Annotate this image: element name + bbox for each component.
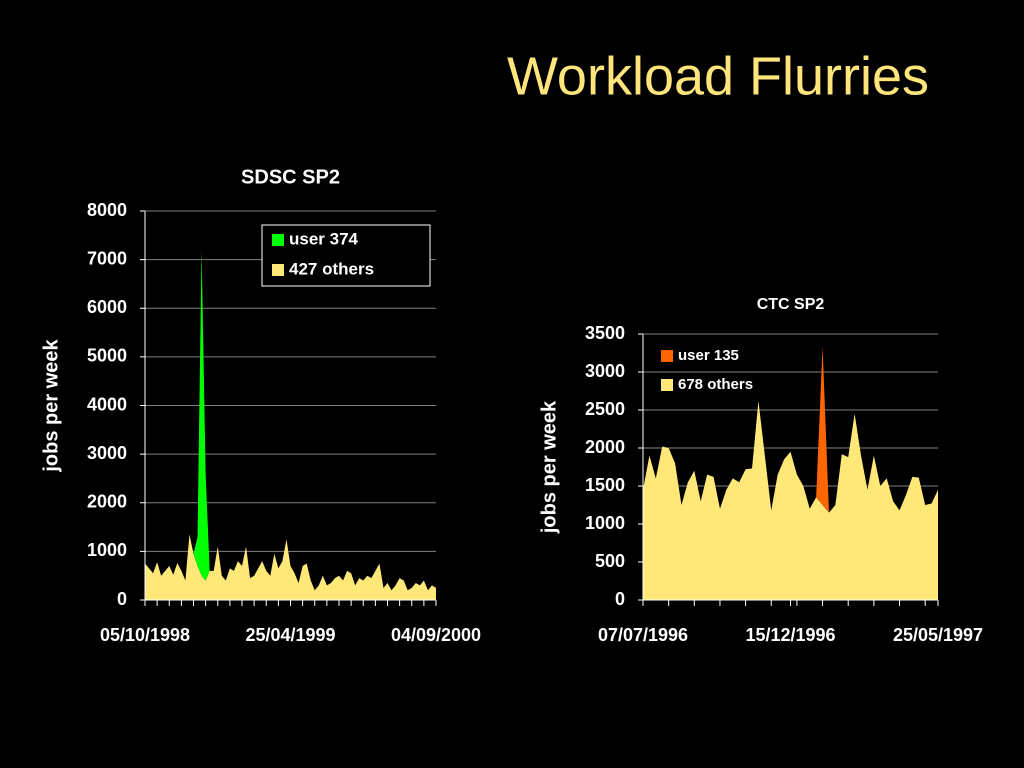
legend-swatch: [661, 379, 673, 391]
y-tick-label: 500: [595, 551, 625, 571]
area: [145, 534, 436, 600]
y-tick-label: 5000: [87, 346, 127, 366]
x-tick-label: 05/10/1998: [100, 625, 190, 645]
y-tick-label: 3000: [87, 443, 127, 463]
y-axis-label: jobs per week: [538, 400, 560, 534]
x-tick-label: 25/05/1997: [893, 625, 983, 645]
legend-label: user 135: [678, 347, 739, 364]
y-tick-label: 3000: [585, 361, 625, 381]
area: [145, 249, 436, 591]
y-axis-label: jobs per week: [40, 338, 62, 472]
legend-label: user 374: [289, 229, 359, 248]
y-tick-label: 3500: [585, 323, 625, 343]
y-tick-label: 7000: [87, 248, 127, 268]
y-tick-label: 4000: [87, 394, 127, 414]
y-tick-label: 2000: [87, 492, 127, 512]
y-tick-label: 1000: [585, 513, 625, 533]
y-tick-label: 1000: [87, 540, 127, 560]
legend-swatch: [661, 350, 673, 362]
chart-title: SDSC SP2: [241, 166, 340, 188]
y-tick-label: 8000: [87, 200, 127, 220]
legend-swatch: [272, 234, 284, 246]
legend-swatch: [272, 264, 284, 276]
x-tick-label: 07/07/1996: [598, 625, 688, 645]
y-tick-label: 0: [615, 589, 625, 609]
y-tick-label: 2500: [585, 399, 625, 419]
legend-box: [261, 224, 431, 287]
x-tick-label: 04/09/2000: [391, 625, 481, 645]
y-tick-label: 0: [117, 589, 127, 609]
slide-title: Workload Flurries: [507, 46, 929, 106]
chart-title: CTC SP2: [757, 296, 825, 313]
y-tick-label: 6000: [87, 297, 127, 317]
y-tick-label: 1500: [585, 475, 625, 495]
area: [643, 400, 938, 600]
x-tick-label: 25/04/1999: [245, 625, 335, 645]
y-tick-label: 2000: [585, 437, 625, 457]
x-tick-label: 15/12/1996: [745, 625, 835, 645]
legend-label: 678 others: [678, 376, 753, 393]
legend-label: 427 others: [289, 259, 374, 278]
